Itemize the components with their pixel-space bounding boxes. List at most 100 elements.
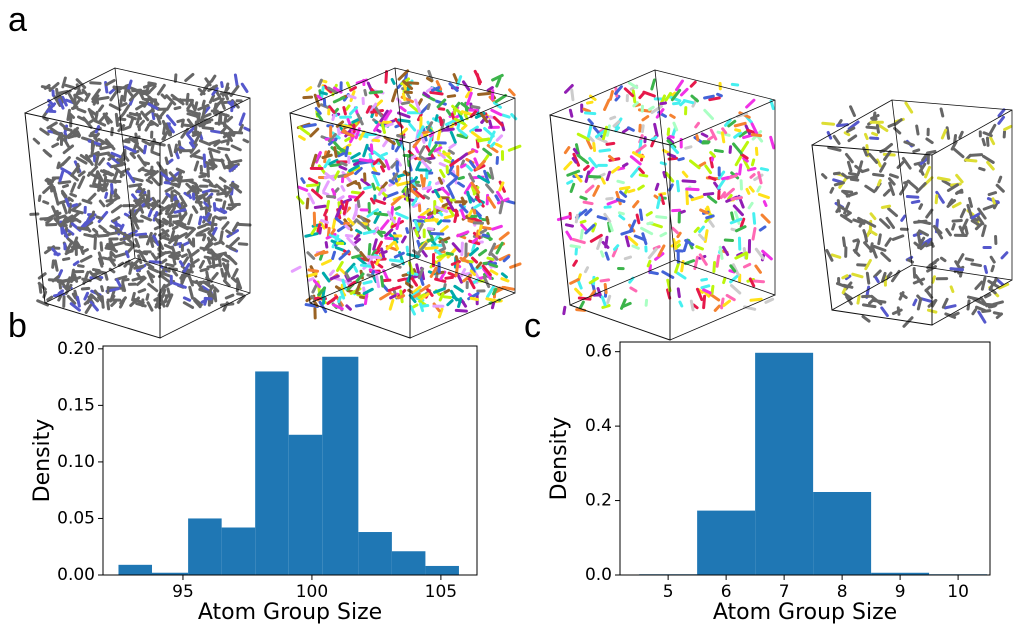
bond bbox=[445, 251, 454, 256]
bond bbox=[975, 305, 987, 312]
bond bbox=[230, 181, 240, 189]
bond bbox=[93, 235, 97, 251]
bond bbox=[211, 96, 221, 103]
x-tick-label: 10 bbox=[947, 582, 969, 602]
bond bbox=[876, 122, 889, 132]
bond bbox=[310, 226, 317, 236]
bond bbox=[146, 301, 154, 312]
bond bbox=[479, 228, 488, 235]
bond bbox=[437, 307, 444, 319]
bond bbox=[950, 311, 960, 318]
bond bbox=[194, 120, 198, 132]
bond bbox=[556, 215, 571, 222]
bond bbox=[61, 156, 71, 167]
bond bbox=[319, 219, 329, 224]
bond bbox=[609, 115, 617, 121]
bond bbox=[179, 194, 188, 208]
bond bbox=[731, 263, 740, 277]
bond bbox=[325, 194, 337, 199]
bond bbox=[607, 154, 616, 162]
bond bbox=[732, 204, 744, 217]
bond bbox=[959, 208, 967, 219]
bond bbox=[134, 237, 141, 249]
bond bbox=[638, 173, 649, 178]
bond bbox=[453, 284, 464, 293]
bond bbox=[916, 298, 922, 311]
bond bbox=[456, 273, 464, 284]
bond bbox=[856, 263, 870, 267]
bond bbox=[326, 226, 331, 238]
x-tick-label: 105 bbox=[425, 582, 457, 602]
bond bbox=[105, 200, 114, 208]
bond bbox=[42, 116, 49, 122]
cube-edge bbox=[309, 257, 416, 304]
bond bbox=[638, 208, 644, 221]
bond bbox=[390, 196, 402, 207]
panel-label: c bbox=[524, 307, 541, 345]
bond bbox=[350, 152, 361, 160]
bond bbox=[846, 126, 856, 133]
bond bbox=[379, 109, 389, 123]
bond bbox=[51, 259, 55, 269]
bond bbox=[572, 152, 581, 167]
bond bbox=[206, 163, 210, 178]
bond bbox=[151, 199, 160, 211]
bond bbox=[941, 297, 949, 309]
bond bbox=[463, 271, 473, 276]
bond bbox=[940, 128, 948, 140]
bond bbox=[119, 95, 127, 102]
bond bbox=[693, 255, 699, 271]
bond bbox=[318, 226, 323, 235]
bond bbox=[633, 234, 647, 242]
bond bbox=[345, 304, 352, 311]
bond bbox=[709, 293, 721, 302]
bond bbox=[870, 245, 878, 259]
bond bbox=[475, 261, 483, 269]
bond bbox=[635, 144, 647, 154]
bond bbox=[218, 176, 227, 183]
bond bbox=[186, 108, 200, 116]
bond bbox=[702, 294, 707, 310]
bond bbox=[626, 126, 635, 132]
bond bbox=[345, 262, 356, 274]
bond bbox=[494, 93, 508, 104]
bond bbox=[83, 233, 95, 238]
bond bbox=[498, 231, 510, 241]
bond bbox=[189, 279, 203, 286]
bond bbox=[205, 161, 218, 169]
bond bbox=[220, 267, 225, 278]
bond bbox=[482, 267, 492, 280]
bond bbox=[134, 232, 148, 237]
bond bbox=[437, 176, 444, 185]
bond bbox=[695, 245, 704, 251]
bond bbox=[317, 286, 327, 297]
bond bbox=[698, 225, 705, 234]
bond bbox=[433, 188, 441, 199]
bond bbox=[129, 209, 139, 222]
bond bbox=[88, 151, 100, 158]
bond bbox=[681, 179, 697, 184]
bond bbox=[172, 253, 182, 260]
bond bbox=[418, 155, 432, 165]
bond bbox=[887, 207, 899, 218]
bond bbox=[96, 95, 110, 101]
bond bbox=[359, 251, 369, 262]
bond bbox=[202, 280, 214, 290]
bond bbox=[592, 184, 600, 197]
bond bbox=[297, 185, 309, 192]
bond bbox=[236, 222, 252, 227]
bond bbox=[163, 295, 169, 303]
bond bbox=[164, 186, 175, 193]
bond bbox=[311, 283, 319, 294]
bond bbox=[353, 237, 361, 245]
bond bbox=[989, 255, 996, 264]
bond bbox=[94, 269, 107, 275]
bond bbox=[144, 170, 156, 177]
bond bbox=[479, 111, 489, 124]
bond bbox=[757, 171, 763, 185]
bond bbox=[969, 153, 984, 157]
bond bbox=[66, 237, 76, 246]
bond bbox=[99, 241, 104, 252]
bond bbox=[738, 163, 743, 176]
bond bbox=[375, 274, 381, 289]
